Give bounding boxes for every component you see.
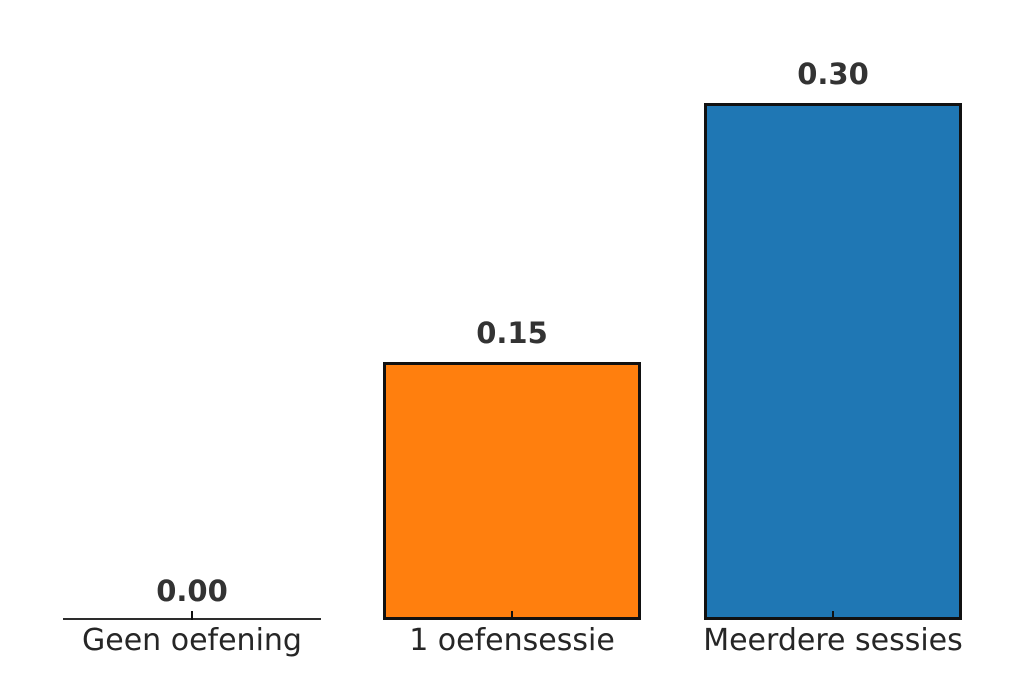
category-label: Geen oefening xyxy=(82,623,302,658)
category-label: Meerdere sessies xyxy=(703,623,963,658)
bar-1-oefensessie xyxy=(383,362,641,620)
x-axis-tick xyxy=(832,611,834,620)
category-label: 1 oefensessie xyxy=(409,623,615,658)
value-label: 0.15 xyxy=(476,316,548,350)
bar-meerdere-sessies xyxy=(704,103,962,620)
x-axis-tick xyxy=(511,611,513,620)
value-label: 0.30 xyxy=(797,57,869,91)
bar-geen-oefening xyxy=(63,618,321,620)
x-axis-tick xyxy=(191,611,193,620)
value-label: 0.00 xyxy=(156,574,228,608)
